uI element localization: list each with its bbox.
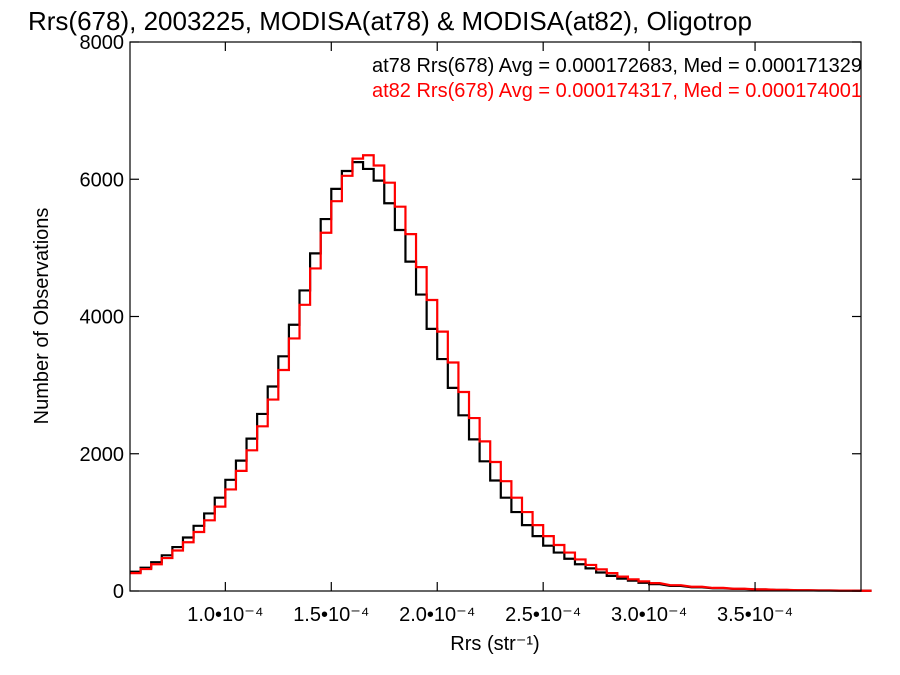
- series-line-1: [130, 154, 872, 592]
- series-layer: [130, 154, 872, 592]
- annotation-at78: at78 Rrs(678) Avg = 0.000172683, Med = 0…: [372, 55, 862, 77]
- x-tick-label: 2.0•10⁻⁴: [399, 604, 475, 626]
- x-axis-label: Rrs (str⁻¹): [450, 633, 539, 655]
- y-tick-label: 8000: [80, 32, 125, 54]
- y-tick-label: 2000: [80, 444, 125, 466]
- x-tick-label: 1.5•10⁻⁴: [293, 604, 369, 626]
- y-tick-label: 4000: [80, 307, 125, 329]
- y-axis: 0 2000 4000 6000 8000: [80, 32, 861, 603]
- x-tick-label: 2.5•10⁻⁴: [505, 604, 581, 626]
- x-tick-label: 3.5•10⁻⁴: [717, 604, 793, 626]
- x-tick-label: 3.0•10⁻⁴: [611, 604, 687, 626]
- chart-title: Rrs(678), 2003225, MODISA(at78) & MODISA…: [28, 6, 752, 36]
- annotation-at82: at82 Rrs(678) Avg = 0.000174317, Med = 0…: [372, 80, 862, 102]
- y-axis-label: Number of Observations: [31, 208, 53, 425]
- x-axis: 1.0•10⁻⁴ 1.5•10⁻⁴ 2.0•10⁻⁴ 2.5•10⁻⁴ 3.0•10⁻⁴…: [187, 42, 793, 626]
- x-tick-label: 1.0•10⁻⁴: [187, 604, 263, 626]
- y-tick-label: 6000: [80, 169, 125, 191]
- y-tick-label: 0: [113, 581, 124, 603]
